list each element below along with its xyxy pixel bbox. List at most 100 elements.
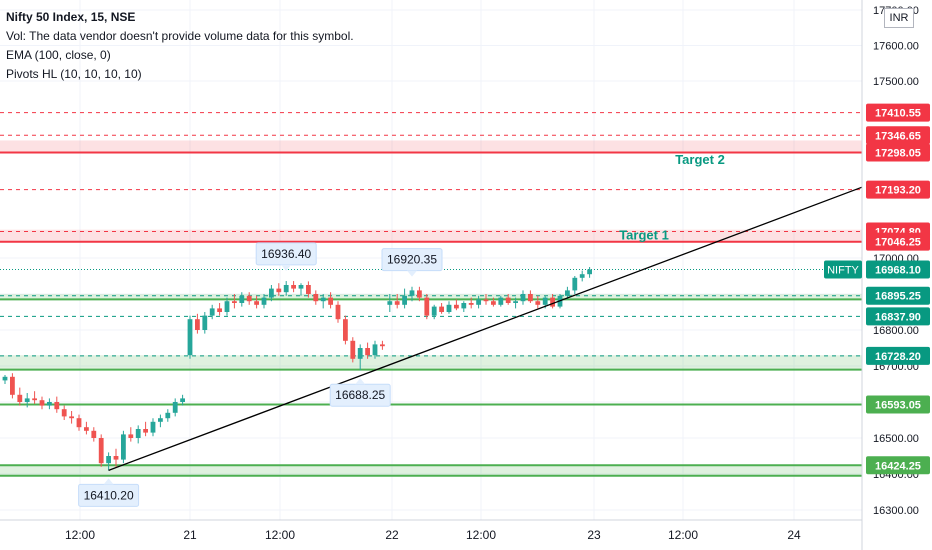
candle-body-76 bbox=[565, 290, 570, 296]
support-tag-2: 16728.20 bbox=[875, 351, 921, 363]
price-tags: 17410.5517346.6517298.0517193.2017074.80… bbox=[824, 103, 930, 475]
support-tag-4: 16424.25 bbox=[875, 460, 921, 472]
candle-body-8 bbox=[61, 409, 67, 417]
candle-body-1 bbox=[10, 376, 15, 395]
current-price-tag-bg bbox=[866, 260, 930, 279]
candle-body-69 bbox=[513, 301, 518, 303]
candle-body-27 bbox=[202, 315, 208, 330]
symbol-title[interactable]: Nifty 50 Index, 15, NSE bbox=[6, 10, 136, 24]
pivot-value-3: 16410.20 bbox=[84, 488, 134, 502]
candle-body-29 bbox=[217, 308, 222, 312]
volume-note: Vol: The data vendor doesn't provide vol… bbox=[6, 29, 354, 43]
ema-indicator-label[interactable]: EMA (100, close, 0) bbox=[6, 48, 111, 62]
candle-body-45 bbox=[335, 304, 341, 320]
pivot-label-1: 16920.35 bbox=[381, 248, 443, 277]
candle-body-31 bbox=[232, 301, 237, 303]
support-tag-3: 16593.05 bbox=[875, 400, 921, 412]
candle-body-42 bbox=[313, 294, 319, 302]
support-tag-0: 16895.25 bbox=[875, 291, 921, 303]
candle-body-72 bbox=[535, 301, 541, 305]
candle-body-23 bbox=[172, 402, 178, 413]
candle-body-52 bbox=[387, 301, 393, 305]
candle-body-66 bbox=[491, 301, 496, 305]
candle-body-77 bbox=[572, 277, 578, 291]
pivot-labels: 16936.40 16920.35 16688.25 16410.20 bbox=[78, 242, 443, 507]
time-tick-0: 12:00 bbox=[65, 528, 95, 542]
candle-body-34 bbox=[254, 301, 259, 305]
zone-green-3 bbox=[0, 355, 862, 370]
pivot-arrow-3 bbox=[103, 478, 114, 485]
candle-body-14 bbox=[106, 456, 111, 464]
candle-body-30 bbox=[224, 301, 230, 312]
pivot-value-2: 16688.25 bbox=[335, 388, 385, 402]
candle-body-3 bbox=[24, 398, 30, 402]
candle-body-22 bbox=[165, 412, 171, 419]
target-label-1: Target 2 bbox=[675, 152, 725, 167]
chart-legend: Nifty 50 Index, 15, NSE Vol: The data ve… bbox=[6, 8, 354, 84]
candle-body-6 bbox=[47, 402, 52, 406]
trendline-line[interactable] bbox=[108, 186, 863, 472]
candles bbox=[2, 267, 592, 471]
symbol-tag-bg bbox=[824, 260, 862, 279]
candle-body-50 bbox=[372, 344, 378, 356]
candle-body-68 bbox=[505, 297, 511, 303]
resistance-tag-3: 17193.20 bbox=[875, 185, 921, 197]
time-tick-4: 12:00 bbox=[466, 528, 496, 542]
time-tick-3: 22 bbox=[385, 528, 399, 542]
support-tag-3-bg bbox=[866, 395, 930, 414]
trendline[interactable] bbox=[108, 186, 863, 472]
candle-body-73 bbox=[542, 297, 548, 305]
candle-body-24 bbox=[180, 398, 185, 402]
pivot-value-0: 16936.40 bbox=[261, 247, 311, 261]
candle-body-56 bbox=[417, 290, 422, 298]
time-tick-5: 23 bbox=[587, 528, 601, 542]
candle-body-4 bbox=[32, 398, 37, 401]
candle-body-44 bbox=[328, 297, 333, 305]
pivot-arrow-0 bbox=[281, 264, 292, 271]
candle-body-11 bbox=[84, 427, 89, 431]
candle-body-59 bbox=[439, 306, 444, 312]
price-tick-8: 17500.00 bbox=[873, 76, 919, 88]
time-axis[interactable]: 12:00 21 12:00 22 12:00 23 12:00 24 bbox=[65, 528, 801, 542]
candle-body-25 bbox=[187, 319, 193, 356]
current-price-tag: 16968.10 bbox=[875, 264, 921, 276]
target-labels: Target 2 Target 1 bbox=[619, 152, 725, 243]
candle-body-36 bbox=[269, 288, 274, 298]
zone-red-1 bbox=[0, 229, 862, 242]
candle-body-12 bbox=[91, 430, 97, 438]
pivot-label-0: 16936.40 bbox=[255, 242, 317, 271]
candle-body-40 bbox=[298, 285, 304, 289]
candle-body-64 bbox=[476, 299, 481, 305]
pivot-value-1: 16920.35 bbox=[387, 253, 437, 267]
pivot-label-2: 16688.25 bbox=[329, 378, 391, 407]
candle-body-48 bbox=[357, 348, 363, 359]
candle-body-32 bbox=[239, 295, 245, 303]
resistance-tag-2-bg bbox=[866, 143, 930, 162]
resistance-tag-1-bg bbox=[866, 126, 930, 145]
candle-body-61 bbox=[454, 304, 459, 309]
time-tick-6: 12:00 bbox=[668, 528, 698, 542]
zone-green-4 bbox=[0, 465, 862, 476]
candle-body-33 bbox=[246, 295, 252, 302]
candle-body-13 bbox=[98, 438, 104, 464]
candle-body-21 bbox=[158, 418, 163, 422]
pivots-indicator-label[interactable]: Pivots HL (10, 10, 10, 10) bbox=[6, 67, 142, 81]
candle-body-58 bbox=[431, 306, 437, 316]
candle-body-74 bbox=[550, 297, 555, 307]
candle-body-57 bbox=[424, 297, 430, 316]
candle-body-26 bbox=[195, 319, 200, 330]
resistance-tag-0-bg bbox=[866, 103, 930, 122]
resistance-tag-5-bg bbox=[866, 232, 930, 251]
candle-body-47 bbox=[350, 340, 356, 359]
candle-body-2 bbox=[17, 394, 23, 402]
level-lines bbox=[0, 112, 862, 467]
resistance-tag-5: 17046.25 bbox=[875, 237, 921, 249]
support-tag-1-bg bbox=[866, 307, 930, 326]
currency-button[interactable]: INR bbox=[884, 8, 914, 28]
candle-body-15 bbox=[113, 456, 119, 460]
candle-body-38 bbox=[283, 285, 289, 293]
candle-body-10 bbox=[76, 418, 82, 428]
time-tick-1: 21 bbox=[183, 528, 197, 542]
candle-body-43 bbox=[320, 297, 326, 302]
